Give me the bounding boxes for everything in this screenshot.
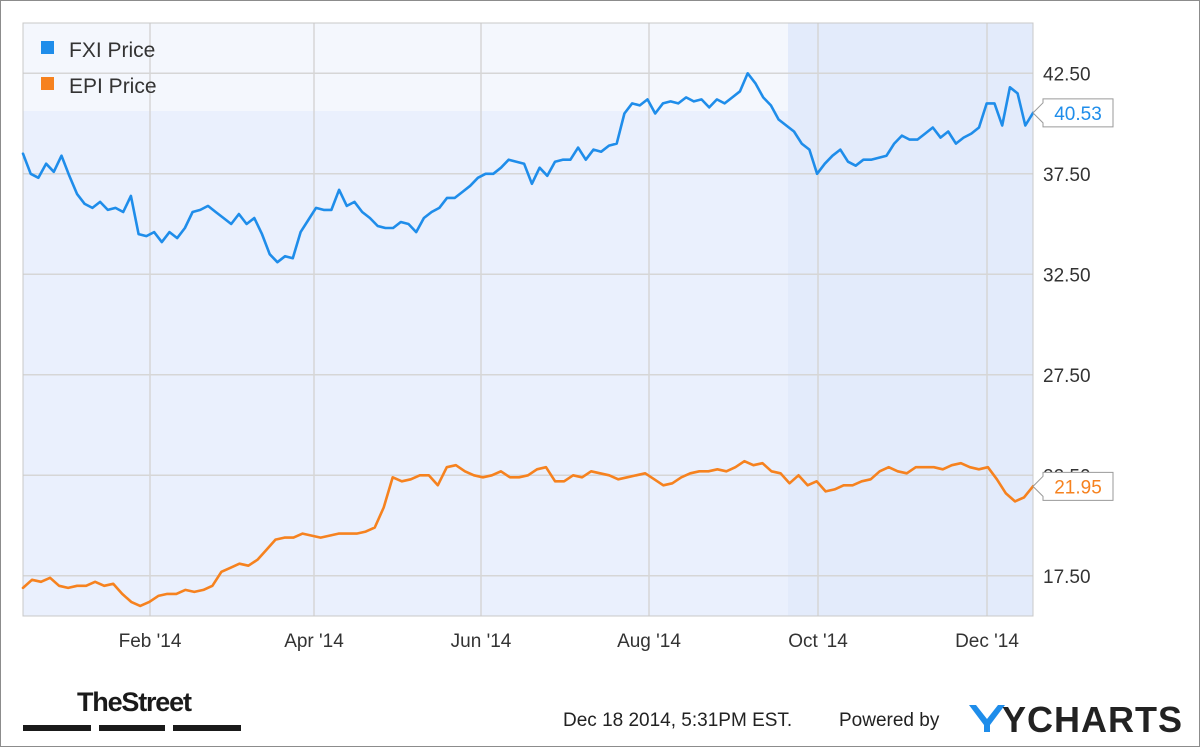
- legend-swatch-fxi: [41, 41, 54, 54]
- recent-range-band: [788, 23, 1033, 616]
- thestreet-logo: TheStreet: [23, 687, 241, 731]
- plot-border: [22, 22, 1034, 617]
- legend-label-fxi: FXI Price: [69, 39, 155, 62]
- last-value-text: 21.95: [1054, 477, 1102, 498]
- x-tick-label: Aug '14: [617, 631, 681, 652]
- y-tick-label: 37.50: [1043, 165, 1091, 186]
- ycharts-y-mark: [969, 705, 1005, 732]
- ycharts-logo-text: YCHARTS: [1002, 699, 1183, 740]
- last-value-box: [1032, 98, 1114, 128]
- series-lines: [21, 72, 1035, 608]
- x-tick-label: Oct '14: [788, 631, 848, 652]
- thestreet-logo-bar-2: [99, 725, 165, 731]
- y-tick-label: 27.50: [1043, 366, 1091, 387]
- vertical-gridlines: [149, 23, 988, 616]
- y-tick-label: 17.50: [1043, 567, 1091, 588]
- last-value-callout-epi: 21.95: [1032, 471, 1114, 501]
- x-tick-label: Apr '14: [284, 631, 344, 652]
- x-tick-label: Jun '14: [451, 631, 512, 652]
- legend-label-epi: EPI Price: [69, 75, 157, 98]
- x-tick-label: Feb '14: [119, 631, 182, 652]
- thestreet-logo-bar-3: [173, 725, 241, 731]
- y-tick-label: 42.50: [1043, 64, 1091, 85]
- thestreet-logo-bar-1: [23, 725, 91, 731]
- footer-timestamp: Dec 18 2014, 5:31PM EST.: [563, 710, 792, 731]
- last-value-text: 40.53: [1054, 104, 1102, 125]
- x-tick-label: Dec '14: [955, 631, 1019, 652]
- last-value-box: [1032, 471, 1114, 501]
- last-value-callout-fxi: 40.53: [1032, 98, 1114, 128]
- legend-swatch-epi: [41, 77, 54, 90]
- footer-powered-by: Powered by: [839, 710, 940, 731]
- series-line-fxi: [21, 72, 1035, 264]
- legend: FXI Price EPI Price: [41, 39, 157, 98]
- x-axis-tick-labels: Feb '14 Apr '14 Jun '14 Aug '14 Oct '14 Dec '…: [119, 631, 1020, 652]
- last-value-labels: 40.53 21.95: [1032, 98, 1114, 501]
- y-tick-label: 32.50: [1043, 265, 1091, 286]
- ycharts-logo: YCHARTS: [969, 699, 1183, 740]
- series-line-epi: [21, 459, 1035, 608]
- thestreet-logo-text: TheStreet: [77, 687, 192, 717]
